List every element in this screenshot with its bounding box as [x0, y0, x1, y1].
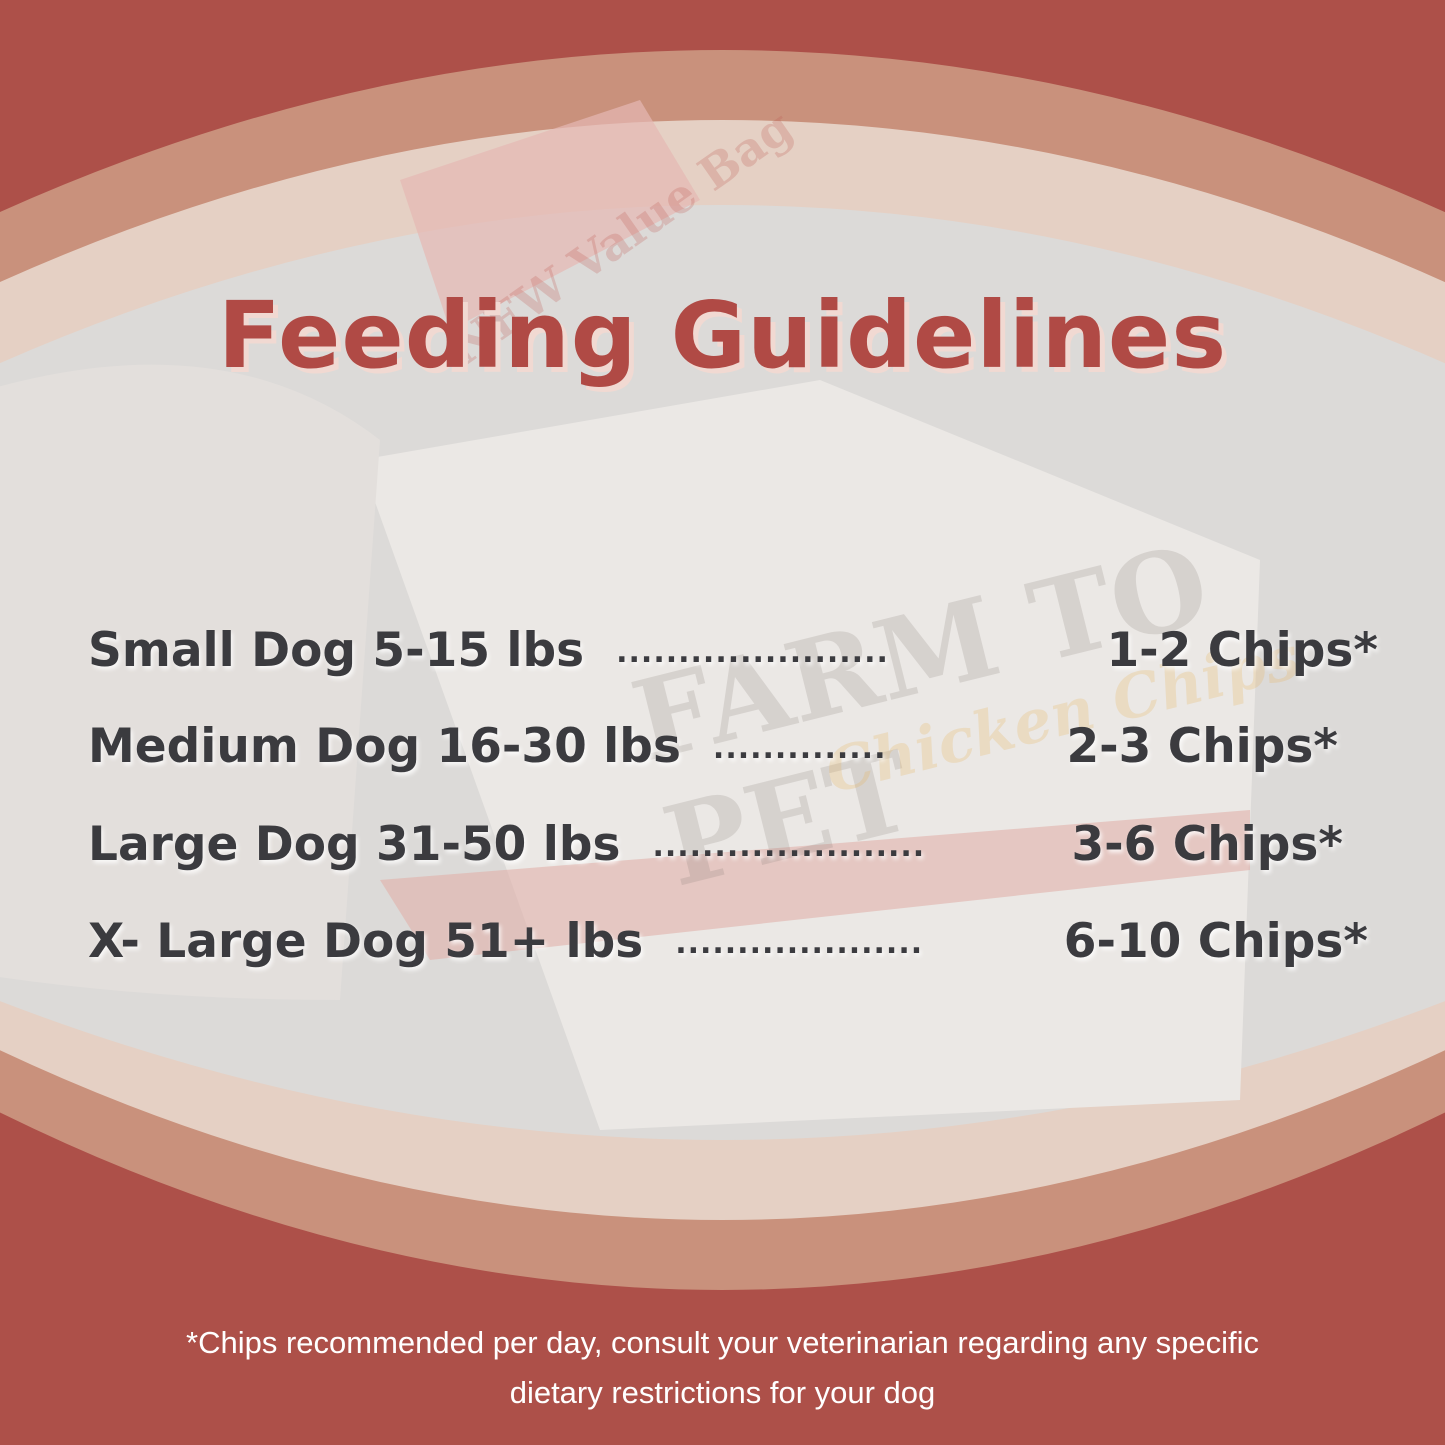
leader-dots: ....................: [675, 926, 924, 961]
leader-dots: ......................: [616, 635, 889, 670]
footnote-line-1: *Chips recommended per day, consult your…: [186, 1325, 1259, 1360]
dog-size: Medium Dog 16-30 lbs: [88, 718, 681, 774]
chip-amount: 1-2 Chips*: [1106, 622, 1378, 678]
guideline-row: X- Large Dog 51+ lbs ...................…: [88, 911, 1368, 971]
guideline-row: Small Dog 5-15 lbs .....................…: [88, 620, 1378, 680]
guideline-row: Medium Dog 16-30 lbs .............. 2-3 …: [88, 716, 1338, 776]
chip-amount: 3-6 Chips*: [1071, 816, 1343, 872]
guideline-row: Large Dog 31-50 lbs ....................…: [88, 814, 1343, 874]
product-photo: [0, 100, 1445, 1140]
footnote: *Chips recommended per day, consult your…: [0, 1318, 1445, 1418]
page-title: Feeding Guidelines: [217, 282, 1228, 389]
chip-amount: 2-3 Chips*: [1066, 718, 1338, 774]
leader-dots: ......................: [652, 829, 926, 864]
footnote-line-2: dietary restrictions for your dog: [509, 1375, 936, 1410]
dog-size: X- Large Dog 51+ lbs: [88, 913, 644, 969]
dog-size: Large Dog 31-50 lbs: [88, 816, 621, 872]
leader-dots: ..............: [712, 731, 887, 766]
dog-size: Small Dog 5-15 lbs: [88, 622, 585, 678]
chip-amount: 6-10 Chips*: [1063, 913, 1368, 969]
